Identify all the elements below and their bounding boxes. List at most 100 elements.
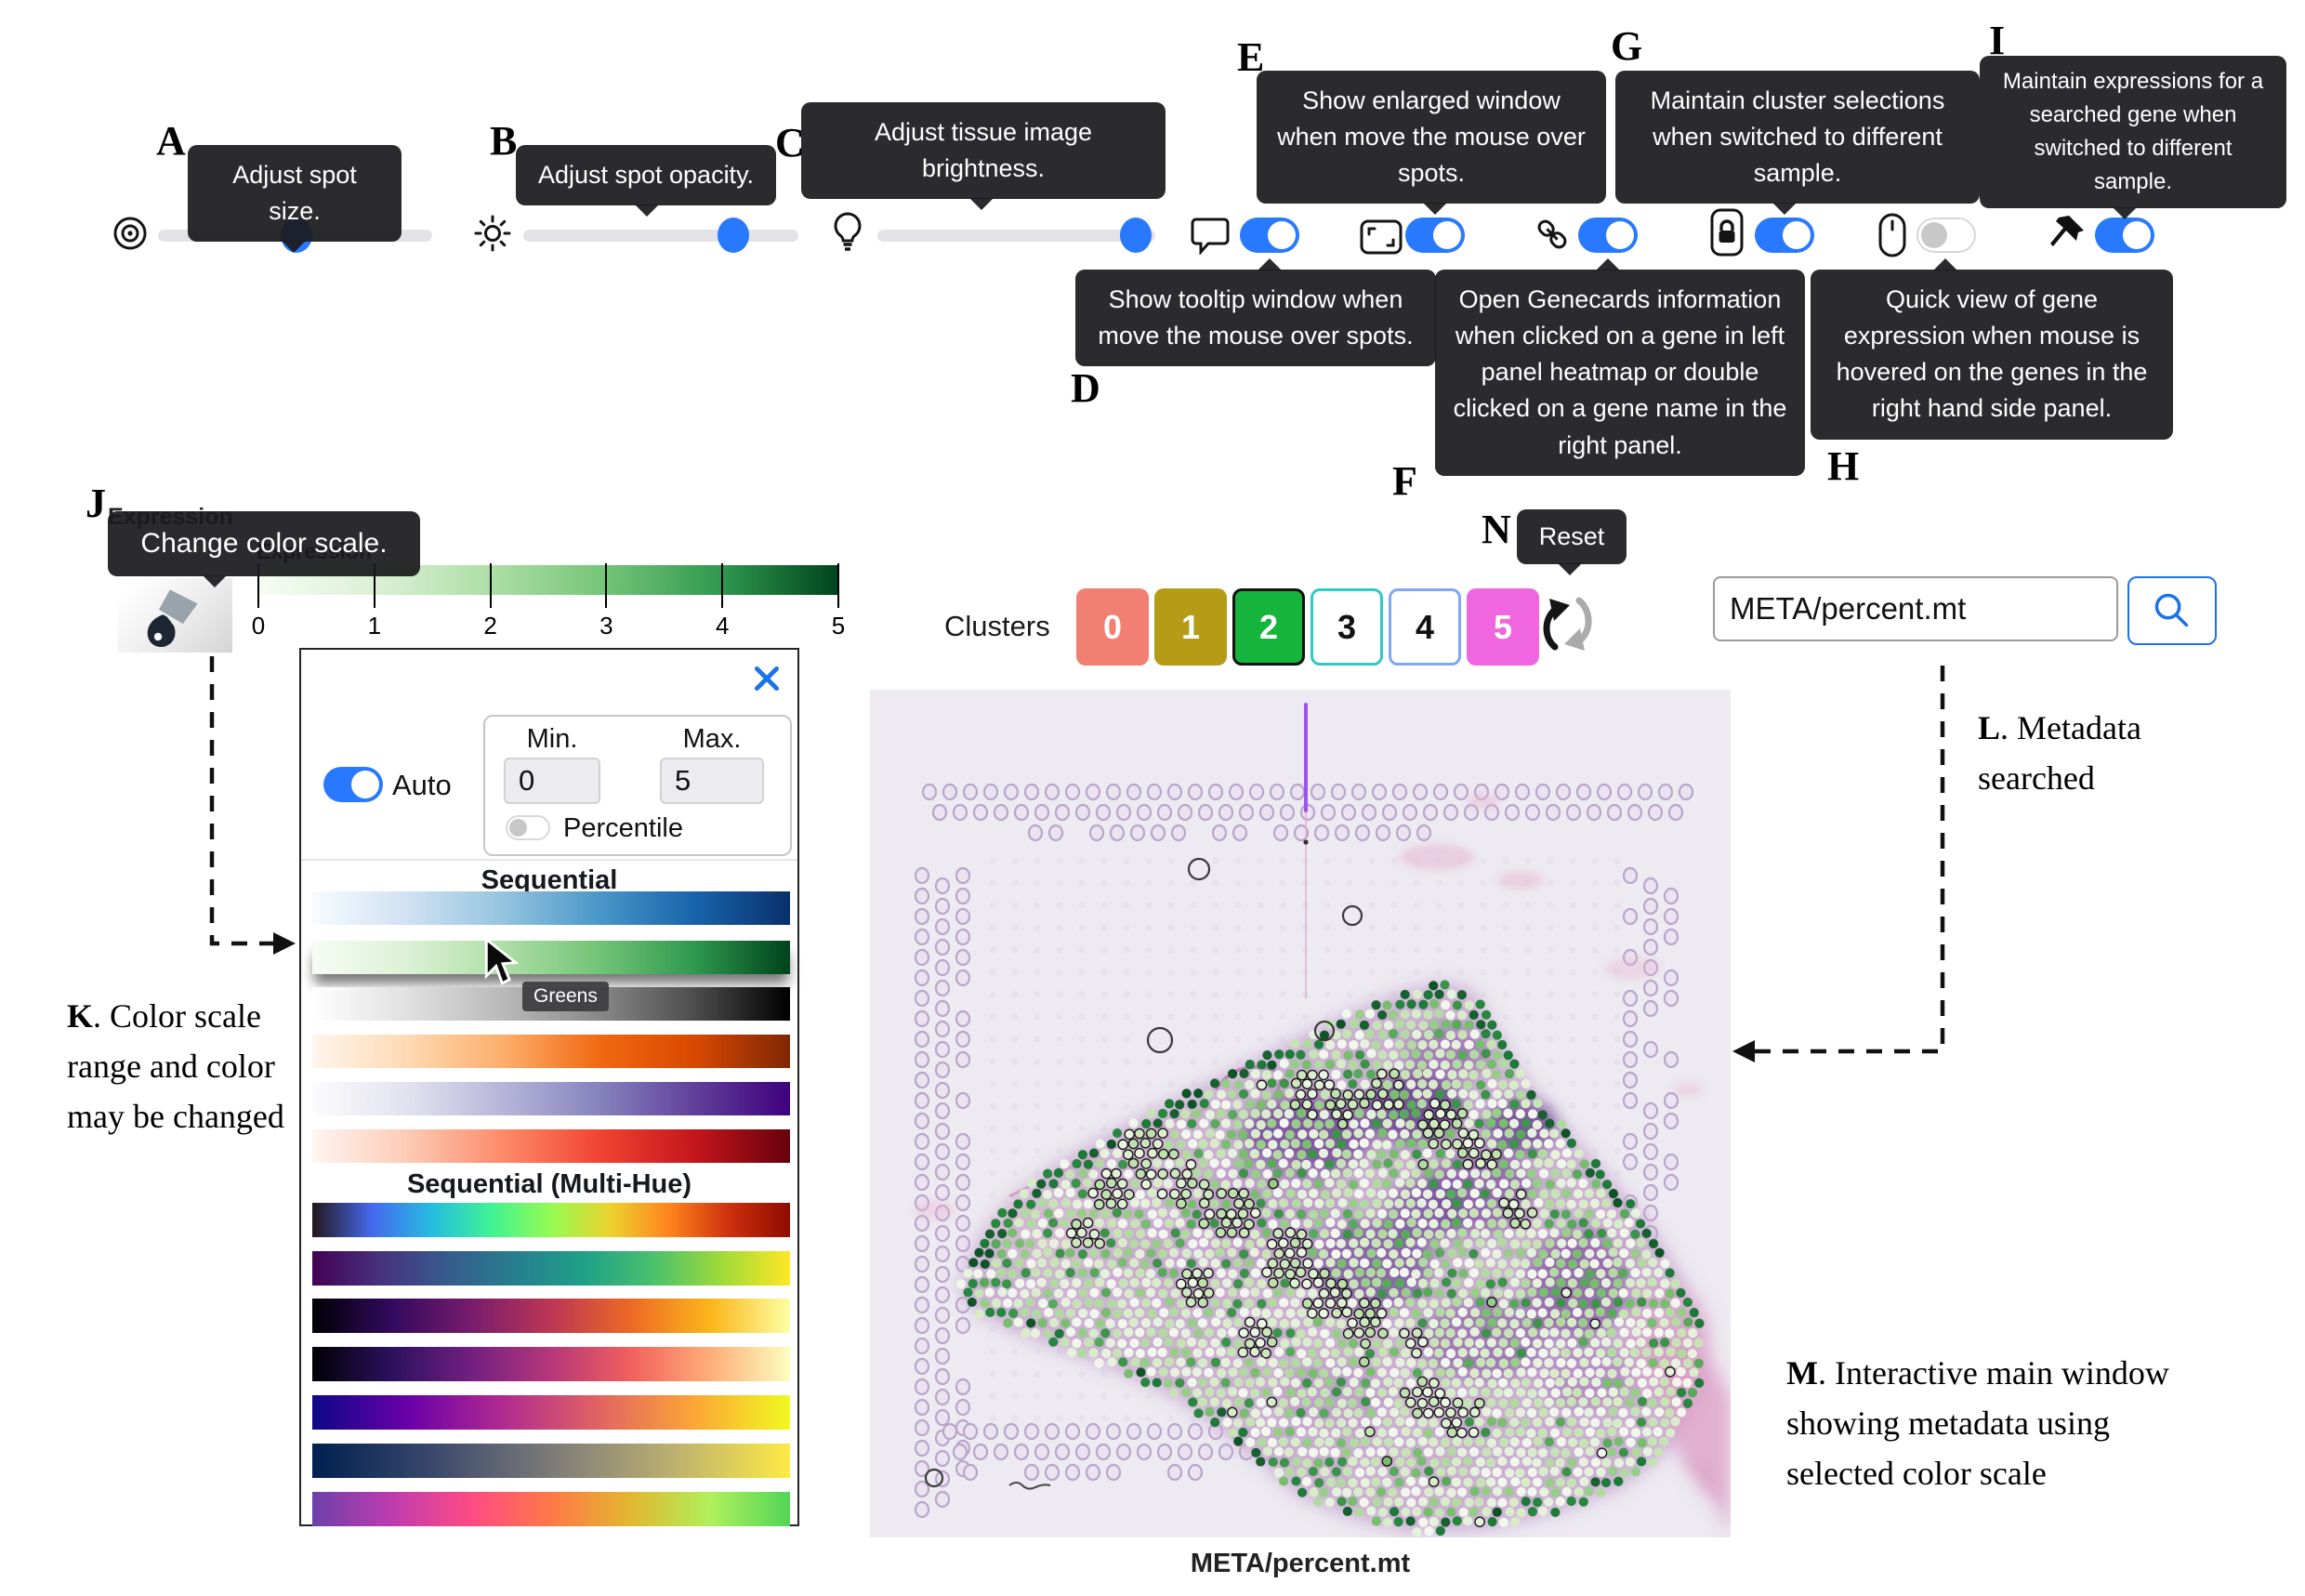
scale-row-cividis[interactable]: [312, 1444, 790, 1478]
tooltip-pointer: [1423, 203, 1447, 227]
percentile-label: Percentile: [563, 813, 683, 843]
brightness-slider[interactable]: [877, 218, 1155, 253]
genecards-toggle[interactable]: [1578, 218, 1638, 253]
tooltip-pointer: [635, 204, 659, 229]
tooltip-text: Quick view of gene expression when mouse…: [1836, 285, 2148, 423]
cluster-button-4[interactable]: 4: [1389, 588, 1461, 666]
quick-view-toggle[interactable]: [1916, 218, 1976, 253]
close-icon[interactable]: [751, 663, 783, 694]
scale-row-rainbow[interactable]: [312, 1492, 790, 1526]
legend-tick-label: 0: [251, 612, 266, 640]
tooltip-brightness: Adjust tissue image brightness.: [801, 102, 1166, 211]
link-icon: [1537, 219, 1567, 249]
note-k-text: . Color scale range and color may be cha…: [67, 997, 284, 1135]
tooltip-spot-size: Adjust spot size.: [188, 145, 402, 254]
note-m-marker: M: [1786, 1354, 1818, 1392]
tooltip-pointer: [203, 574, 227, 600]
note-l-marker: L: [1978, 709, 2001, 746]
tooltip-maintain-clusters: Maintain cluster selections when switche…: [1615, 71, 1980, 216]
legend-tick-label: 4: [715, 612, 730, 640]
tooltip-pointer: [1596, 246, 1620, 270]
max-label: Max.: [682, 724, 742, 754]
spot-opacity-slider-thumb[interactable]: [718, 218, 749, 253]
min-input[interactable]: [504, 758, 600, 804]
scale-row-viridis[interactable]: [312, 1251, 790, 1286]
scale-row-turbo[interactable]: [312, 1203, 790, 1237]
legend-tick-mark: [605, 563, 608, 608]
note-m: M. Interactive main window showing metad…: [1786, 1348, 2195, 1498]
cursor-icon: [484, 937, 520, 985]
tooltip-pointer: [1258, 246, 1282, 270]
auto-toggle[interactable]: [323, 767, 383, 802]
legend-tick-label: 1: [367, 612, 382, 640]
maintain-clusters-toggle[interactable]: [1755, 218, 1814, 253]
scale-row-magma[interactable]: [312, 1347, 790, 1381]
min-label: Min.: [526, 724, 578, 754]
cluster-button-3[interactable]: 3: [1311, 588, 1383, 666]
tooltip-text: Show tooltip window when move the mouse …: [1098, 285, 1414, 350]
search-button[interactable]: [2127, 576, 2217, 645]
tooltip-bubble-icon: [1191, 218, 1230, 255]
maintain-expressions-toggle[interactable]: [2095, 218, 2154, 253]
brightness-slider-thumb[interactable]: [1120, 218, 1152, 253]
tooltip-pointer: [1558, 563, 1582, 587]
note-l-text: . Metadata searched: [1978, 709, 2141, 797]
cluster-button-0[interactable]: 0: [1076, 588, 1149, 666]
scale-row-greens[interactable]: [312, 941, 790, 974]
search-icon: [2154, 593, 2189, 627]
label-g: G: [1611, 23, 1643, 69]
scale-row-oranges[interactable]: [312, 1035, 790, 1068]
tooltip-text: Adjust tissue image brightness.: [874, 118, 1093, 183]
paintbrush-icon[interactable]: [136, 582, 214, 653]
label-c: C: [775, 120, 805, 165]
scale-row-plasma[interactable]: [312, 1395, 790, 1430]
spot-opacity-icon: [474, 215, 511, 252]
scale-row-inferno[interactable]: [312, 1299, 790, 1333]
tooltip-text: Adjust spot opacity.: [537, 161, 755, 189]
arrow-j-head: [273, 932, 296, 955]
label-d: D: [1071, 365, 1100, 411]
max-input[interactable]: [660, 758, 764, 804]
main-view-caption: META/percent.mt: [1190, 1549, 1411, 1578]
legend-tick-mark: [837, 563, 839, 608]
legend-tick-label: 2: [483, 612, 497, 640]
tooltip-reset: Reset: [1517, 509, 1627, 576]
pin-icon: [2050, 216, 2084, 246]
show-tooltip-toggle[interactable]: [1240, 218, 1299, 253]
mouse-icon: [1878, 213, 1906, 257]
tooltip-maintain-expressions: Maintain expressions for a searched gene…: [1980, 56, 2286, 219]
spot-opacity-slider[interactable]: [523, 218, 798, 253]
tooltip-genecards: Open Genecards information when clicked …: [1435, 258, 1805, 476]
note-m-text: . Interactive main window showing metada…: [1786, 1354, 2169, 1492]
enlarged-window-toggle[interactable]: [1405, 218, 1465, 253]
tooltip-text: Change color scale.: [140, 528, 388, 559]
note-k: K. Color scale range and color may be ch…: [67, 991, 290, 1141]
spot-size-icon: [113, 217, 147, 250]
scale-row-purples[interactable]: [312, 1082, 790, 1115]
greens-hover-tooltip: Greens: [522, 982, 609, 1011]
tooltip-pointer: [969, 198, 994, 222]
tooltip-text: Reset: [1538, 522, 1605, 550]
scale-row-blues[interactable]: [312, 891, 790, 925]
cluster-button-1[interactable]: 1: [1154, 588, 1227, 666]
tooltip-quick-view: Quick view of gene expression when mouse…: [1811, 258, 2173, 440]
reset-button[interactable]: [1538, 589, 1598, 656]
arrow-l-head: [1732, 1040, 1755, 1062]
tooltip-text: Open Genecards information when clicked …: [1453, 285, 1787, 459]
cluster-button-5[interactable]: 5: [1467, 588, 1539, 666]
scale-row-reds[interactable]: [312, 1129, 790, 1163]
cluster-button-2[interactable]: 2: [1232, 588, 1305, 666]
tooltip-change-color-scale: Change color scale.: [108, 511, 420, 587]
clusters-label: Clusters: [944, 610, 1050, 642]
main-view[interactable]: [870, 690, 1734, 1537]
sequential-header: Sequential: [481, 865, 618, 895]
tooltip-pointer: [282, 241, 306, 265]
label-f: F: [1392, 458, 1417, 504]
tooltip-text: Maintain cluster selections when switche…: [1650, 86, 1945, 188]
note-l: L. Metadata searched: [1978, 703, 2201, 803]
tooltip-pointer: [2113, 207, 2137, 231]
percentile-toggle[interactable]: [506, 815, 550, 840]
search-input[interactable]: [1713, 576, 2118, 641]
multi-hue-header: Sequential (Multi-Hue): [406, 1169, 692, 1199]
